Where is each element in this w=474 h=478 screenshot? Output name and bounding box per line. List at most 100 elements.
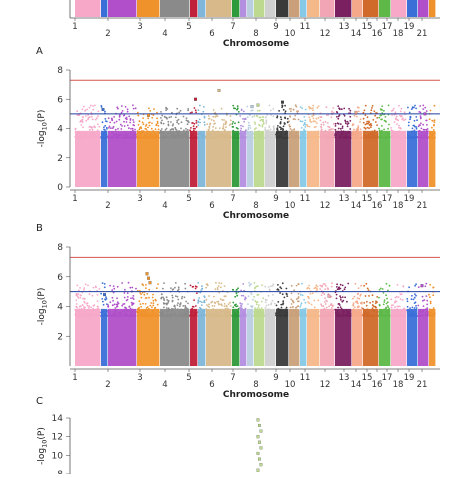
a-snp-point	[186, 123, 189, 126]
b-snp-point	[369, 301, 371, 304]
b-snp-point	[199, 306, 201, 309]
b-snp-point	[242, 294, 245, 297]
b-snp-point	[231, 315, 234, 317]
a-snp-point	[92, 132, 95, 135]
a-snp-point	[413, 119, 416, 122]
b-snp-point	[213, 301, 216, 304]
a-snp-point	[154, 132, 157, 135]
b-snp-point	[134, 309, 137, 311]
b-label: B	[36, 223, 43, 234]
b-snp-point	[417, 315, 420, 317]
b-snp-point	[261, 284, 263, 287]
b-snp-point	[107, 311, 110, 314]
a-snp-point	[104, 124, 107, 127]
a-snp-point	[407, 135, 410, 138]
a-snp-point	[192, 127, 195, 130]
b-snp-point	[347, 282, 350, 285]
a-snp-point	[186, 120, 189, 123]
a-snp-point	[275, 133, 277, 136]
a-snp-point	[74, 127, 77, 130]
b-snp-point	[97, 305, 99, 308]
b-snp-point	[296, 313, 299, 316]
b-snp-point	[403, 315, 406, 317]
b-snp-point	[258, 308, 261, 310]
a-snp-point	[403, 111, 406, 114]
a-snp-point	[426, 130, 429, 132]
a-snp-point	[349, 120, 352, 122]
b-snp-point	[78, 308, 80, 310]
a-top-snp-point	[354, 110, 358, 114]
b-snp-point	[91, 310, 94, 313]
a-snp-point	[152, 114, 155, 116]
b-snp-point	[214, 288, 217, 290]
b-snp-point	[212, 314, 214, 317]
a-snp-point	[303, 129, 305, 132]
a-snp-point	[160, 122, 163, 125]
b-snp-point	[432, 286, 435, 289]
b-snp-point	[82, 297, 84, 300]
b-snp-point	[362, 313, 365, 316]
a-snp-point	[367, 133, 370, 136]
a-snp-point	[330, 116, 333, 119]
b-y-tick-label: 2	[57, 332, 63, 342]
b-snp-point	[116, 297, 118, 300]
b-snp-point	[235, 288, 238, 291]
a-snp-point	[160, 128, 163, 130]
a-top-snp-point	[194, 97, 198, 101]
b-chromosome-band-19	[352, 308, 363, 366]
a-snp-point	[425, 128, 428, 131]
a-snp-point	[415, 127, 418, 130]
a-snp-point	[332, 123, 335, 125]
a-snp-point	[306, 125, 309, 128]
a-snp-point	[256, 109, 259, 112]
a-snp-point	[147, 126, 149, 129]
b-snp-point	[196, 311, 198, 314]
b-snp-point	[406, 311, 409, 314]
b-snp-point	[295, 314, 297, 317]
b-snp-point	[183, 296, 186, 299]
b-snp-point	[76, 306, 78, 309]
b-snp-point	[341, 296, 344, 298]
b-snp-point	[228, 314, 231, 317]
b-snp-point	[144, 297, 147, 299]
a-snp-point	[234, 107, 237, 110]
b-snp-point	[250, 293, 253, 295]
c-y-tick-label: 12	[52, 433, 63, 443]
b-snp-point	[177, 288, 180, 291]
top-chromosome-band-20	[363, 0, 379, 17]
b-snp-point	[385, 302, 388, 305]
b-snp-point	[323, 301, 326, 303]
b-x-tick-label: 12	[320, 380, 331, 390]
a-snp-point	[247, 126, 250, 129]
b-snp-point	[88, 309, 91, 312]
a-snp-point	[190, 131, 193, 134]
b-snp-point	[102, 300, 104, 303]
b-snp-point	[386, 297, 388, 300]
a-chromosome-band-15	[300, 130, 307, 187]
a-snp-point	[387, 127, 389, 130]
a-snp-point	[280, 135, 283, 138]
a-snp-point	[112, 131, 114, 133]
a-snp-point	[415, 136, 418, 139]
a-snp-point	[297, 134, 299, 137]
a-snp-point	[269, 109, 272, 112]
b-snp-point	[316, 287, 318, 290]
a-snp-point	[278, 110, 280, 112]
a-snp-point	[193, 107, 196, 109]
b-snp-point	[116, 285, 119, 288]
a-snp-point	[434, 136, 436, 139]
b-snp-point	[79, 311, 82, 313]
b-snp-point	[313, 299, 316, 302]
b-snp-point	[167, 309, 170, 312]
b-snp-point	[297, 293, 300, 295]
a-chromosome-band-7	[206, 130, 232, 187]
b-snp-point	[110, 315, 113, 317]
b-snp-point	[396, 308, 399, 311]
a-snp-point	[107, 117, 110, 120]
b-snp-point	[246, 315, 249, 317]
b-snp-point	[151, 296, 154, 299]
a-snp-point	[411, 127, 414, 130]
b-snp-point	[233, 313, 236, 316]
a-x-tick-label: 1	[72, 194, 77, 204]
b-snp-point	[300, 313, 303, 316]
